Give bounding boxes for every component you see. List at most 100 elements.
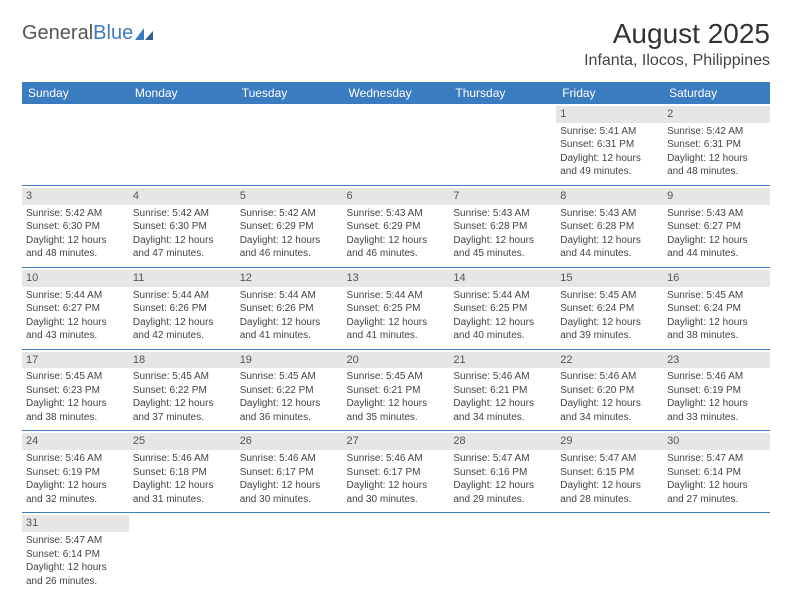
logo-text-blue: Blue (93, 22, 133, 45)
calendar-cell: 16 Sunrise: 5:45 AMSunset: 6:24 PMDayligh… (663, 267, 770, 349)
d2-text: and 27 minutes. (667, 493, 766, 507)
d1-text: Daylight: 12 hours (560, 316, 659, 330)
d1-text: Daylight: 12 hours (347, 479, 446, 493)
d1-text: Daylight: 12 hours (240, 397, 339, 411)
d2-text: and 36 minutes. (240, 411, 339, 425)
day-number: 1 (556, 106, 663, 123)
d2-text: and 35 minutes. (347, 411, 446, 425)
calendar-cell: 21Sunrise: 5:46 AMSunset: 6:21 PMDayligh… (449, 349, 556, 431)
day-header: Sunday (22, 82, 129, 104)
day-number: 11 (129, 270, 236, 287)
d2-text: and 48 minutes. (667, 165, 766, 179)
sunrise-text: Sunrise: 5:45 AM (560, 289, 659, 303)
calendar-row: 1Sunrise: 5:41 AMSunset: 6:31 PMDaylight… (22, 104, 770, 185)
d2-text: and 46 minutes. (240, 247, 339, 261)
day-number: 15 (556, 270, 663, 287)
sunset-text: Sunset: 6:30 PM (133, 220, 232, 234)
sunrise-text: Sunrise: 5:43 AM (667, 207, 766, 221)
calendar-cell: 24Sunrise: 5:46 AMSunset: 6:19 PMDayligh… (22, 431, 129, 513)
d1-text: Daylight: 12 hours (560, 234, 659, 248)
sunset-text: Sunset: 6:27 PM (26, 302, 125, 316)
calendar-row: 10Sunrise: 5:44 AMSunset: 6:27 PMDayligh… (22, 267, 770, 349)
d1-text: Daylight: 12 hours (240, 316, 339, 330)
sunset-text: Sunset: 6:28 PM (453, 220, 552, 234)
calendar-row: 17Sunrise: 5:45 AMSunset: 6:23 PMDayligh… (22, 349, 770, 431)
calendar-cell: 15Sunrise: 5:45 AMSunset: 6:24 PMDayligh… (556, 267, 663, 349)
calendar-cell (129, 513, 236, 594)
sunset-text: Sunset: 6:31 PM (667, 138, 766, 152)
calendar-cell (449, 104, 556, 185)
day-number: 5 (236, 188, 343, 205)
day-header: Monday (129, 82, 236, 104)
sunset-text: Sunset: 6:26 PM (133, 302, 232, 316)
calendar-cell: 17Sunrise: 5:45 AMSunset: 6:23 PMDayligh… (22, 349, 129, 431)
day-number: 16 (663, 270, 770, 287)
calendar-cell (22, 104, 129, 185)
month-title: August 2025 (584, 18, 770, 50)
day-header-row: Sunday Monday Tuesday Wednesday Thursday… (22, 82, 770, 104)
logo-text-general: General (22, 22, 93, 45)
day-number: 12 (236, 270, 343, 287)
day-number: 23 (663, 352, 770, 369)
calendar-cell (663, 513, 770, 594)
day-header: Wednesday (343, 82, 450, 104)
sunrise-text: Sunrise: 5:47 AM (453, 452, 552, 466)
calendar-cell: 20Sunrise: 5:45 AMSunset: 6:21 PMDayligh… (343, 349, 450, 431)
sunrise-text: Sunrise: 5:42 AM (240, 207, 339, 221)
d1-text: Daylight: 12 hours (133, 234, 232, 248)
d2-text: and 42 minutes. (133, 329, 232, 343)
sunrise-text: Sunrise: 5:42 AM (133, 207, 232, 221)
day-number: 18 (129, 352, 236, 369)
location: Infanta, Ilocos, Philippines (584, 52, 770, 70)
d2-text: and 30 minutes. (347, 493, 446, 507)
d1-text: Daylight: 12 hours (240, 234, 339, 248)
sunset-text: Sunset: 6:20 PM (560, 384, 659, 398)
d2-text: and 39 minutes. (560, 329, 659, 343)
d2-text: and 43 minutes. (26, 329, 125, 343)
d1-text: Daylight: 12 hours (26, 316, 125, 330)
calendar-cell: 5Sunrise: 5:42 AMSunset: 6:29 PMDaylight… (236, 185, 343, 267)
d1-text: Daylight: 12 hours (667, 234, 766, 248)
calendar-row: 31Sunrise: 5:47 AMSunset: 6:14 PMDayligh… (22, 513, 770, 594)
sunrise-text: Sunrise: 5:44 AM (453, 289, 552, 303)
d2-text: and 32 minutes. (26, 493, 125, 507)
sunset-text: Sunset: 6:28 PM (560, 220, 659, 234)
day-number: 27 (343, 433, 450, 450)
calendar-cell: 10Sunrise: 5:44 AMSunset: 6:27 PMDayligh… (22, 267, 129, 349)
d2-text: and 49 minutes. (560, 165, 659, 179)
sunrise-text: Sunrise: 5:46 AM (453, 370, 552, 384)
d1-text: Daylight: 12 hours (26, 234, 125, 248)
sunrise-text: Sunrise: 5:45 AM (26, 370, 125, 384)
d2-text: and 26 minutes. (26, 575, 125, 589)
sunrise-text: Sunrise: 5:46 AM (347, 452, 446, 466)
d1-text: Daylight: 12 hours (453, 234, 552, 248)
calendar-cell (343, 104, 450, 185)
calendar-cell: 30Sunrise: 5:47 AMSunset: 6:14 PMDayligh… (663, 431, 770, 513)
sunset-text: Sunset: 6:18 PM (133, 466, 232, 480)
sunset-text: Sunset: 6:19 PM (667, 384, 766, 398)
sunrise-text: Sunrise: 5:45 AM (667, 289, 766, 303)
calendar-cell: 3Sunrise: 5:42 AMSunset: 6:30 PMDaylight… (22, 185, 129, 267)
sunset-text: Sunset: 6:24 PM (667, 302, 766, 316)
header: GeneralBlue August 2025 Infanta, Ilocos,… (22, 18, 770, 70)
d1-text: Daylight: 12 hours (347, 234, 446, 248)
day-number: 25 (129, 433, 236, 450)
calendar-table: Sunday Monday Tuesday Wednesday Thursday… (22, 82, 770, 594)
sunrise-text: Sunrise: 5:46 AM (133, 452, 232, 466)
d1-text: Daylight: 12 hours (667, 316, 766, 330)
sunrise-text: Sunrise: 5:44 AM (133, 289, 232, 303)
d2-text: and 30 minutes. (240, 493, 339, 507)
sunrise-text: Sunrise: 5:47 AM (667, 452, 766, 466)
day-number: 28 (449, 433, 556, 450)
d1-text: Daylight: 12 hours (453, 479, 552, 493)
day-header: Saturday (663, 82, 770, 104)
day-number: 22 (556, 352, 663, 369)
day-header: Friday (556, 82, 663, 104)
calendar-cell: 11Sunrise: 5:44 AMSunset: 6:26 PMDayligh… (129, 267, 236, 349)
sunset-text: Sunset: 6:27 PM (667, 220, 766, 234)
calendar-cell: 2Sunrise: 5:42 AMSunset: 6:31 PMDaylight… (663, 104, 770, 185)
calendar-cell: 4Sunrise: 5:42 AMSunset: 6:30 PMDaylight… (129, 185, 236, 267)
calendar-cell: 12Sunrise: 5:44 AMSunset: 6:26 PMDayligh… (236, 267, 343, 349)
d2-text: and 40 minutes. (453, 329, 552, 343)
day-number: 9 (663, 188, 770, 205)
